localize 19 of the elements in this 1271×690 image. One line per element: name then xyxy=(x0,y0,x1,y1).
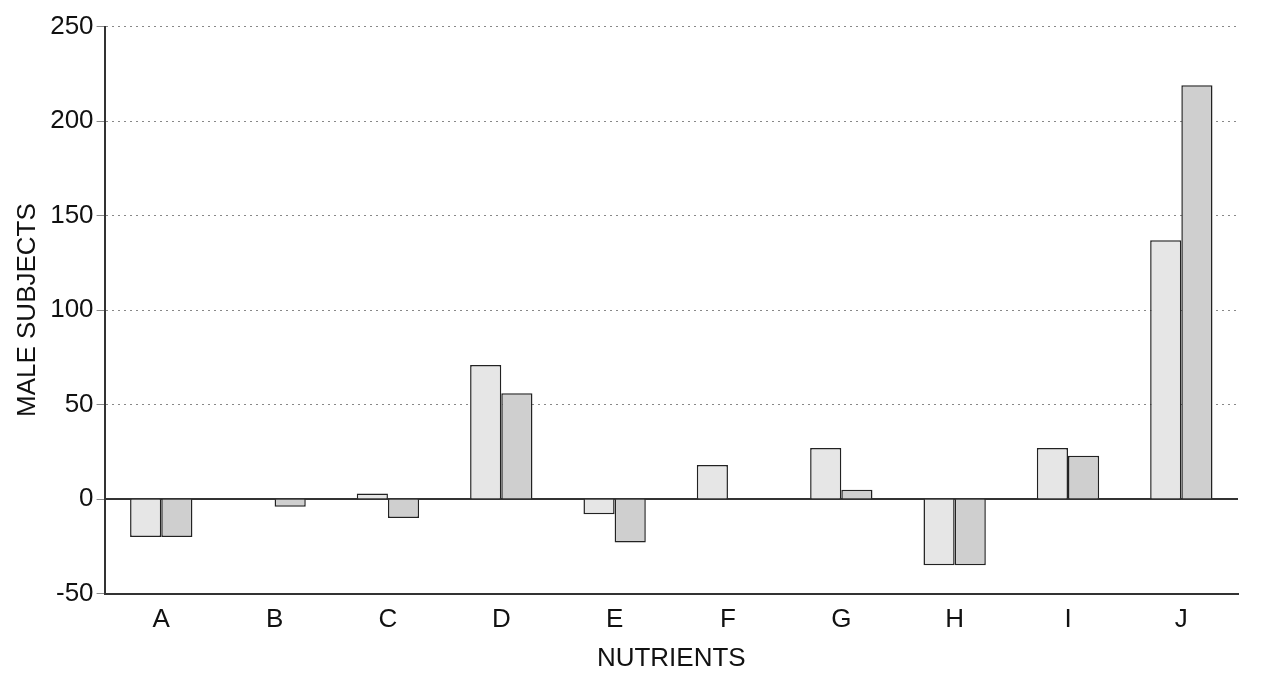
x-tick-label: H xyxy=(945,603,965,634)
x-tick-label: A xyxy=(152,603,171,634)
x-tick-label: I xyxy=(1064,603,1072,634)
x-axis-title: NUTRIENTS xyxy=(596,641,746,672)
y-tick-label: 150 xyxy=(50,198,94,229)
x-tick-label: G xyxy=(831,603,852,634)
y-tick-label: -50 xyxy=(56,576,94,607)
x-tick-label: B xyxy=(265,603,284,634)
y-axis-title: MALE SUBJECTS xyxy=(10,203,41,418)
y-tick-label: 250 xyxy=(50,9,94,40)
y-tick-label: 50 xyxy=(64,387,94,418)
y-tick-label: 0 xyxy=(79,482,94,513)
x-tick-label: J xyxy=(1174,603,1188,634)
x-tick-label: E xyxy=(605,603,624,634)
y-tick-label: 200 xyxy=(50,104,94,135)
x-tick-label: D xyxy=(491,603,511,634)
y-tick-label: 100 xyxy=(50,293,94,324)
x-tick-label: F xyxy=(720,603,736,634)
x-tick-label: C xyxy=(378,603,398,634)
